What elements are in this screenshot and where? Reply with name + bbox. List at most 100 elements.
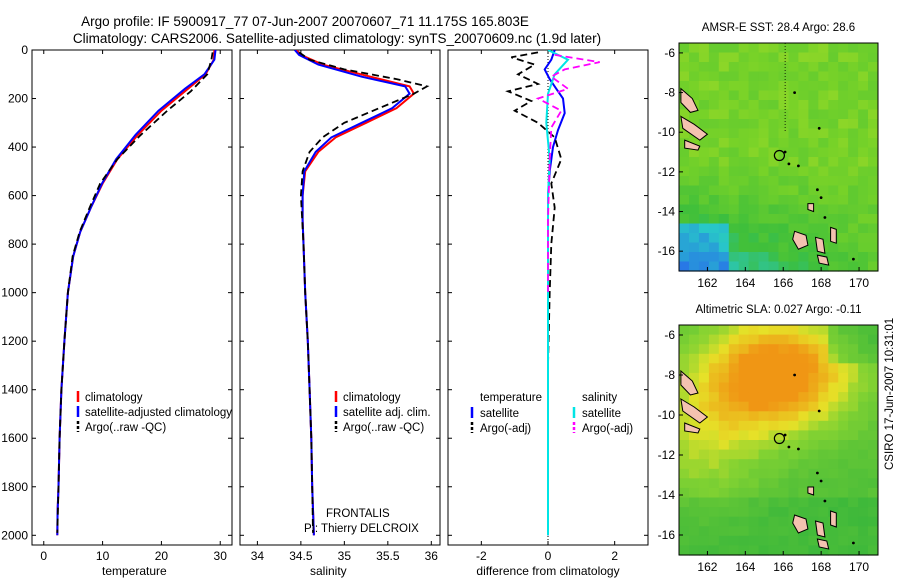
amsr_map-cell	[679, 204, 690, 215]
altimetric_map-cell	[748, 449, 760, 460]
amsr_map-cell	[748, 233, 760, 244]
altimetric_map-cell	[778, 401, 789, 412]
altimetric_map-cell	[818, 449, 829, 460]
altimetric_map-cell	[828, 535, 839, 546]
altimetric_map-island	[807, 486, 815, 496]
altimetric_map-cell	[718, 487, 730, 499]
amsr_map-cell	[808, 109, 819, 120]
altimetric_map-cell	[708, 392, 720, 403]
amsr_map-cell	[848, 204, 859, 215]
amsr_map-cell	[738, 43, 750, 54]
altimetric_map-cell	[828, 497, 839, 508]
amsr_map-cell	[708, 157, 720, 168]
altimetric_map-islet	[819, 479, 823, 483]
altimetric_map-cell	[758, 468, 770, 479]
altimetric_map-cell	[718, 497, 730, 508]
altimetric_map-cell	[788, 545, 799, 556]
amsr_map-cell	[728, 223, 740, 234]
altimetric_map-cell	[689, 372, 700, 384]
amsr_map-cell	[768, 81, 779, 92]
amsr_map-cell	[858, 109, 869, 120]
amsr_map-cell	[728, 62, 740, 73]
altimetric_map-cell	[778, 526, 789, 537]
altimetric_map-cell	[848, 478, 859, 489]
altimetric_map-cell	[798, 487, 809, 499]
amsr_map-cell	[778, 100, 789, 111]
altimetric_map-cell	[698, 545, 710, 556]
salinity-legend-label: satellite adj. clim.	[343, 407, 431, 419]
amsr_map-cell	[689, 242, 700, 253]
altimetric_map-cell	[798, 526, 809, 537]
altimetric_map-cell	[858, 382, 869, 393]
amsr_map-cell	[718, 195, 730, 206]
amsr_map-cell	[738, 242, 750, 253]
altimetric_map-cell	[788, 487, 799, 499]
altimetric_map-cell	[838, 535, 849, 546]
altimetric_map-cell	[748, 535, 760, 546]
amsr_map-xtick-label: 162	[697, 276, 717, 290]
altimetric_map-cell	[778, 382, 789, 393]
altimetric_map-cell	[778, 372, 789, 384]
amsr_map-cell	[768, 52, 779, 63]
altimetric_map-cell	[758, 363, 770, 374]
amsr_map-cell	[868, 176, 879, 187]
altimetric_map-cell	[828, 392, 839, 403]
altimetric_map-cell	[689, 516, 700, 527]
altimetric_map-cell	[818, 497, 829, 508]
altimetric_map-cell	[748, 497, 760, 508]
altimetric_map-cell	[788, 449, 799, 460]
altimetric_map-cell	[768, 372, 779, 384]
amsr_map-cell	[818, 90, 829, 101]
altimetric_map-cell	[808, 401, 819, 412]
altimetric_map-cell	[698, 420, 710, 431]
amsr_map-island	[807, 203, 815, 213]
altimetric_map-cell	[758, 372, 770, 384]
amsr_map-cell	[808, 119, 819, 130]
amsr_map-cell	[818, 223, 829, 234]
altimetric_map-cell	[788, 430, 799, 441]
amsr_map-islet	[793, 91, 796, 94]
amsr_map-cell	[788, 62, 799, 73]
amsr_map-cell	[828, 214, 839, 225]
amsr_map-cell	[788, 157, 799, 168]
amsr_map-cell	[778, 223, 789, 234]
amsr_map-cell	[838, 214, 849, 225]
amsr_map-cell	[698, 252, 710, 263]
altimetric_map-cell	[768, 334, 779, 345]
altimetric_map-cell	[868, 325, 879, 336]
temperature-ytick-label: 2000	[1, 528, 28, 542]
amsr_map-cell	[808, 176, 819, 187]
altimetric_map-cell	[748, 363, 760, 374]
difference-legend-title-salinity: salinity	[582, 392, 617, 404]
altimetric_map-cell	[858, 487, 869, 499]
altimetric_map-cell	[718, 440, 730, 451]
altimetric_map-cell	[738, 449, 750, 460]
amsr_map-cell	[868, 233, 879, 244]
altimetric_map-cell	[758, 535, 770, 546]
altimetric_map-cell	[768, 459, 779, 470]
altimetric_map-cell	[798, 420, 809, 431]
altimetric_map-cell	[818, 392, 829, 403]
altimetric_map-cell	[858, 478, 869, 489]
temperature-xtick-label: 0	[40, 549, 47, 563]
altimetric_map-cell	[828, 440, 839, 451]
altimetric_map-cell	[858, 468, 869, 479]
amsr_map-cell	[718, 185, 730, 196]
amsr_map-cell	[698, 157, 710, 168]
altimetric_map-cell	[768, 401, 779, 412]
difference-xtick-label: -2	[476, 549, 487, 563]
altimetric_map-cell	[808, 430, 819, 441]
amsr_map-islet	[787, 162, 791, 166]
amsr_map-cell	[738, 195, 750, 206]
altimetric_map-cell	[798, 478, 809, 489]
altimetric_map-xtick-label: 170	[849, 560, 869, 574]
altimetric_map-cell	[738, 487, 750, 499]
altimetric_map-cell	[838, 430, 849, 441]
altimetric_map-cell	[848, 497, 859, 508]
temperature-ytick-label: 1800	[1, 480, 28, 494]
altimetric_map-cell	[768, 430, 779, 441]
altimetric_map-cell	[798, 344, 809, 355]
altimetric_map-cell	[858, 545, 869, 556]
altimetric_map-cell	[788, 526, 799, 537]
amsr_map-cell	[758, 166, 770, 177]
